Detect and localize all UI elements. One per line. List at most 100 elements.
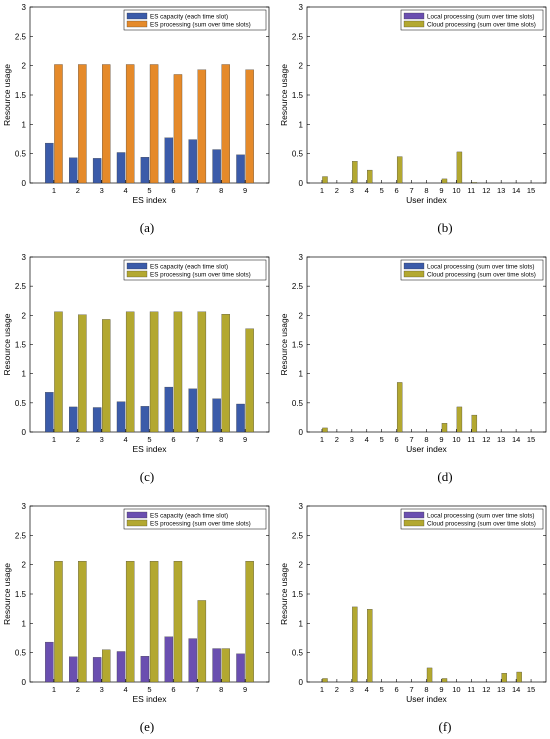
bar-series2-8 [221, 64, 230, 184]
legend-entry: ES processing (sum over time slots) [150, 272, 251, 279]
bar-series2-4 [367, 609, 373, 683]
legend-entry: ES capacity (each time slot) [150, 14, 228, 21]
legend-entry: Local processing (sum over time slots) [427, 264, 534, 271]
bar-series1-9 [236, 653, 245, 683]
legend-swatch [126, 12, 148, 20]
y-tick-label: 3 [299, 253, 304, 262]
y-tick-label: 0.5 [15, 150, 27, 159]
bar-series2-2 [78, 64, 87, 184]
y-tick-label: 2 [22, 561, 27, 570]
y-tick-label: 1.5 [292, 341, 304, 350]
x-tick-label: 14 [512, 685, 520, 694]
y-tick-label: 1 [299, 120, 304, 129]
bar-series1-1 [45, 142, 54, 184]
x-tick-label: 6 [395, 435, 399, 444]
y-tick-label: 3 [22, 253, 27, 262]
legend-swatch [403, 270, 425, 278]
bar-series2-11 [471, 414, 478, 433]
chart-panel-1: 0 0.5 1 1.5 2 2.5 3 1 2 3 4 5 6 7 8 9 ES index Resource u… [2, 3, 270, 235]
bar-series1-4 [116, 152, 126, 184]
x-tick-label: 7 [409, 435, 413, 444]
y-tick-label: 2 [299, 561, 304, 570]
x-tick-label: 5 [380, 435, 384, 444]
x-tick-label: 2 [335, 186, 339, 195]
x-tick-label: 8 [219, 435, 223, 444]
y-tick-label: 0.5 [15, 399, 27, 408]
y-tick-label: 2 [299, 311, 304, 320]
x-tick-label: 2 [335, 435, 339, 444]
x-tick-label: 11 [467, 186, 475, 195]
x-tick-label: 9 [243, 186, 247, 195]
x-tick-label: 8 [424, 685, 428, 694]
bar-series2-9 [245, 69, 254, 184]
x-tick-label: 11 [467, 685, 475, 694]
y-tick-label: 2.5 [15, 531, 27, 540]
bar-series2-6 [173, 74, 183, 184]
bar-series2-3 [102, 64, 111, 184]
y-tick-label: 2 [22, 62, 27, 71]
x-tick-label: 2 [76, 435, 80, 444]
x-tick-label: 2 [76, 685, 80, 694]
bar-series2-6 [396, 156, 403, 184]
x-tick-label: 13 [497, 186, 505, 195]
x-tick-label: 1 [52, 685, 56, 694]
legend-swatch [126, 20, 148, 28]
y-tick-label: 1 [22, 619, 27, 628]
x-tick-label: 3 [100, 435, 104, 444]
x-axis-label: ES index [132, 694, 167, 704]
legend-swatch [126, 270, 148, 278]
legend [123, 508, 267, 530]
y-tick-label: 0.5 [292, 649, 304, 658]
bar-series2-8 [221, 314, 230, 433]
x-tick-label: 3 [350, 435, 354, 444]
x-tick-label: 10 [452, 186, 460, 195]
legend-swatch [403, 519, 425, 527]
bar-series1-7 [188, 388, 197, 433]
x-tick-label: 12 [482, 435, 490, 444]
x-tick-label: 4 [365, 435, 369, 444]
bar-series2-9 [245, 560, 254, 683]
legend [123, 259, 267, 281]
legend [400, 9, 544, 31]
x-tick-label: 8 [219, 685, 223, 694]
x-tick-label: 1 [320, 435, 324, 444]
x-axis-label: User index [406, 694, 447, 704]
x-tick-label: 3 [100, 685, 104, 694]
panel-label: (c) [140, 469, 154, 484]
plot-area [306, 505, 547, 683]
x-tick-label: 12 [482, 186, 490, 195]
bar-series1-2 [69, 656, 78, 683]
y-tick-label: 1 [299, 619, 304, 628]
bar-series1-7 [188, 139, 197, 184]
y-tick-label: 2.5 [292, 282, 304, 291]
bar-series2-6 [396, 382, 403, 433]
x-tick-label: 10 [452, 435, 460, 444]
x-tick-label: 4 [124, 685, 128, 694]
bar-series1-6 [164, 386, 174, 433]
legend-swatch [403, 511, 425, 519]
x-tick-label: 13 [497, 685, 505, 694]
legend-entry: Local processing (sum over time slots) [427, 14, 534, 21]
y-tick-label: 3 [22, 502, 27, 511]
bar-series2-3 [352, 161, 358, 184]
legend-swatch [126, 511, 148, 519]
legend-swatch [126, 519, 148, 527]
bar-series2-14 [516, 671, 522, 683]
bar-series2-7 [197, 311, 207, 433]
bar-series1-9 [236, 154, 245, 184]
bar-series1-8 [212, 398, 221, 433]
legend-entry: Cloud processing (sum over time slots) [427, 521, 536, 528]
bar-series2-1 [54, 311, 63, 433]
x-tick-label: 6 [171, 435, 175, 444]
bar-series2-13 [501, 673, 507, 683]
legend-swatch [126, 262, 148, 270]
x-tick-label: 9 [439, 685, 443, 694]
y-tick-label: 3 [299, 3, 304, 12]
y-tick-label: 0 [22, 428, 27, 437]
y-tick-label: 2.5 [15, 282, 27, 291]
bar-series1-1 [45, 641, 54, 683]
y-tick-label: 0 [299, 428, 304, 437]
bar-series2-11 [471, 182, 478, 184]
